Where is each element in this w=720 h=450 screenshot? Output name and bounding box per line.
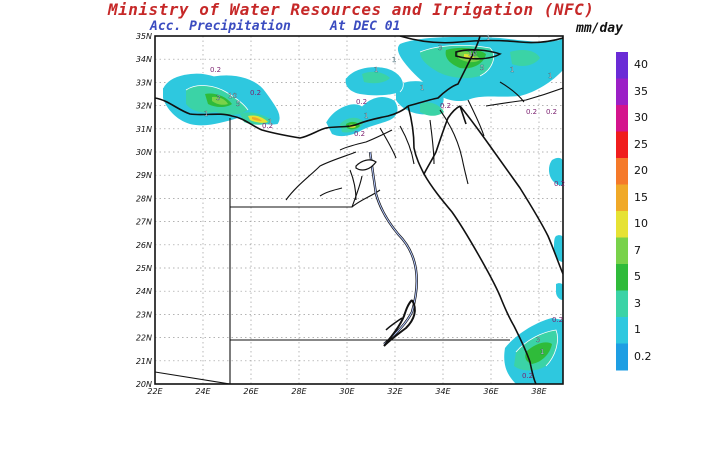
longitude-label: 24E <box>195 387 211 396</box>
contour-value: 1 <box>548 72 552 80</box>
colorbar-label: 30 <box>634 111 648 125</box>
longitude-label: 36E <box>483 387 499 396</box>
colorbar-swatch <box>616 264 628 291</box>
latitude-label: 26N <box>136 241 152 250</box>
latitude-label: 29N <box>136 171 152 180</box>
latitude-label: 32N <box>136 102 152 111</box>
colorbar-swatch <box>616 184 628 212</box>
latitude-label: 35N <box>136 32 152 41</box>
latitude-labels: 35N 34N 33N 32N 31N 30N 29N 28N 27N 26N 25N 24N 23N 2… <box>136 32 152 389</box>
colorbar-swatch <box>616 317 628 344</box>
colorbar-swatch <box>616 343 628 371</box>
contour-value: 1 <box>268 118 272 126</box>
contour-value: 5 <box>480 64 484 72</box>
contour-value: 0.2 <box>250 89 261 97</box>
colorbar-label: 20 <box>634 164 648 178</box>
contour-lines <box>162 44 558 367</box>
contour-value: 1 <box>540 348 544 356</box>
longitude-label: 32E <box>387 387 403 396</box>
latitude-label: 24N <box>136 287 152 296</box>
contour-value: 1 <box>510 66 514 74</box>
colorbar-swatch <box>616 237 628 265</box>
nile-river <box>355 151 418 347</box>
latitude-label: 25N <box>136 264 152 273</box>
contour-value: 0.2 <box>356 98 367 106</box>
contour-value: 1 <box>420 84 424 92</box>
map-title: Ministry of Water Resources and Irrigati… <box>108 0 595 19</box>
colorbar-label: 7 <box>634 243 641 257</box>
contour-value: 3 <box>216 94 220 102</box>
longitude-label: 28E <box>291 387 307 396</box>
contour-value: 0.2 <box>552 316 563 324</box>
contour-value: 0.2 <box>210 66 221 74</box>
colorbar-label: 35 <box>634 84 648 98</box>
contour-value: 0.2 <box>440 102 451 110</box>
latitude-label: 33N <box>136 78 152 87</box>
contour-value: 3 <box>438 44 442 52</box>
longitude-labels: 22E 24E 26E 28E 30E 32E 34E 36E 38E <box>147 387 547 396</box>
contour-value: 0.2 <box>262 122 273 130</box>
political-borders <box>155 81 563 384</box>
contour-value: 0.2 <box>526 108 537 116</box>
contour-value: 1 <box>204 110 208 118</box>
contour-value: 1 <box>364 112 368 120</box>
subtitle-product: Acc. Precipitation <box>150 19 291 34</box>
latitude-label: 20N <box>136 380 152 389</box>
latitude-label: 34N <box>136 55 152 64</box>
colorbar-label: 0.2 <box>634 349 652 363</box>
colorbar-swatch <box>616 290 628 318</box>
contour-value: 0.2 <box>354 130 365 138</box>
colorbar-label: 15 <box>634 190 648 204</box>
contour-value: 0.2 <box>554 180 565 188</box>
contour-value: 10 <box>468 50 477 58</box>
latitude-label: 30N <box>136 148 152 157</box>
contour-value: 10 <box>228 92 237 100</box>
longitude-label: 22E <box>147 387 163 396</box>
colorbar-swatch <box>616 211 628 238</box>
colorbar-label: 1 <box>634 323 641 337</box>
colorbar-label: 5 <box>634 270 641 284</box>
map-frame-border <box>154 35 564 385</box>
longitude-label: 38E <box>531 387 547 396</box>
colorbar-swatch <box>616 105 628 132</box>
colorbar-label: 3 <box>634 296 641 310</box>
coastlines <box>155 36 563 384</box>
contour-value: 1 <box>392 56 396 64</box>
latitude-label: 28N <box>136 194 152 203</box>
contour-value: 0.2 <box>546 108 557 116</box>
colorbar-swatch <box>616 52 628 79</box>
colorbar-swatch <box>616 158 628 185</box>
latitude-label: 23N <box>136 310 152 319</box>
contour-value: 1 <box>486 34 490 42</box>
longitude-label: 30E <box>339 387 355 396</box>
contour-value: 0.2 <box>522 372 533 380</box>
latitude-label: 22N <box>136 334 152 343</box>
colorbar-label: 10 <box>634 217 648 231</box>
contour-value: 5 <box>236 100 240 108</box>
colorbar-label: 40 <box>634 58 648 72</box>
colorbar-label: 25 <box>634 137 648 151</box>
latitude-label: 21N <box>136 357 152 366</box>
contour-value: 1 <box>374 66 378 74</box>
units-label: mm/day <box>576 21 623 36</box>
longitude-label: 34E <box>435 387 451 396</box>
latitude-label: 27N <box>136 218 152 227</box>
latitude-label: 31N <box>136 125 152 134</box>
colorbar-swatch <box>616 78 628 106</box>
subtitle-date: At DEC 01 <box>330 19 401 34</box>
colorbar <box>616 52 628 371</box>
longitude-label: 26E <box>243 387 259 396</box>
colorbar-swatch <box>616 131 628 159</box>
contour-value: 3 <box>536 336 540 344</box>
